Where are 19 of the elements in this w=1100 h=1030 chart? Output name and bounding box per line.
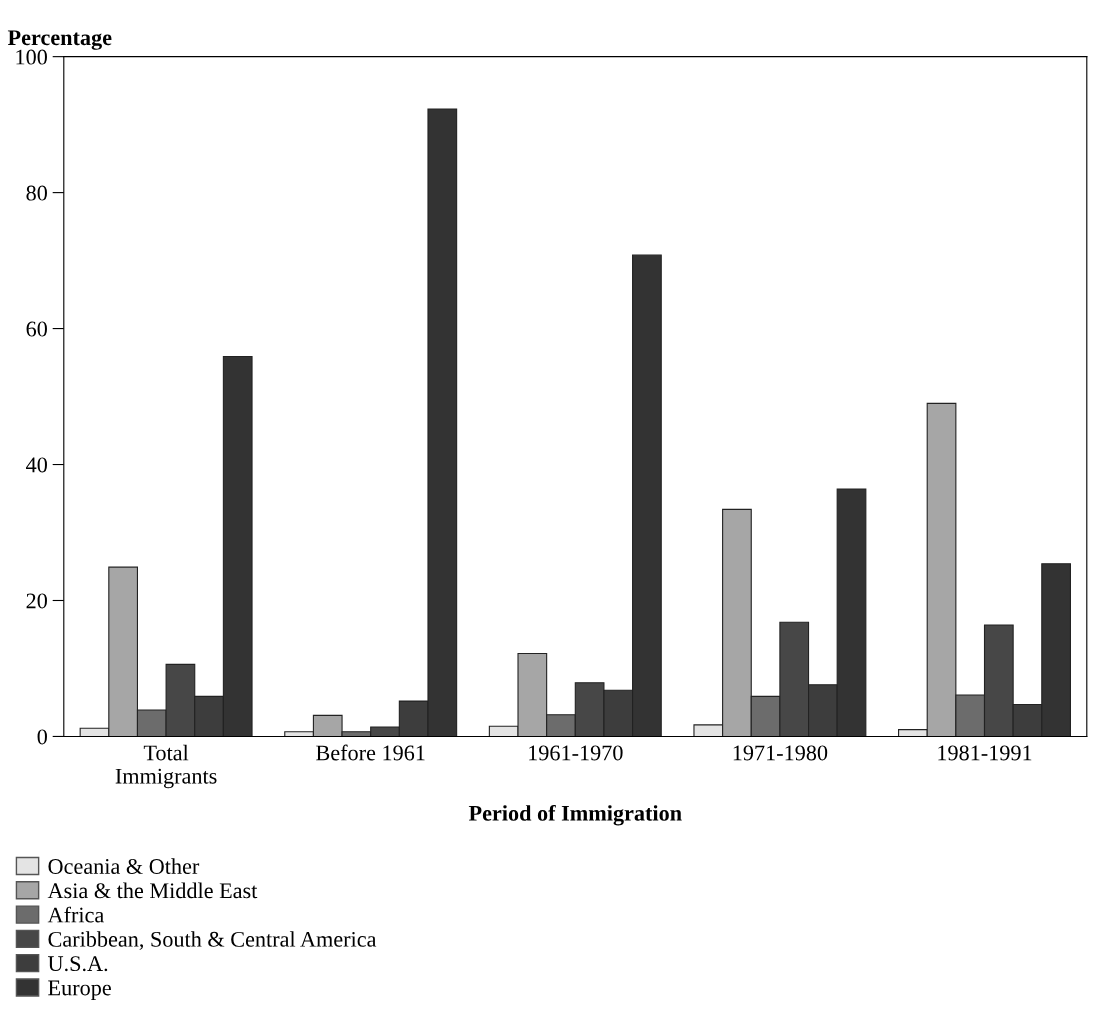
y-axis-title: Percentage bbox=[7, 30, 112, 50]
legend-label: U.S.A. bbox=[48, 956, 108, 972]
y-tick-label: 60 bbox=[26, 321, 47, 337]
x-tick-label: 1971-1980 bbox=[733, 745, 828, 761]
legend-label: Europe bbox=[48, 980, 111, 1000]
legend-label: Caribbean, South & Central America bbox=[48, 931, 377, 951]
x-tick-label: Before 1961 bbox=[316, 744, 425, 761]
y-tick-label: 0 bbox=[37, 729, 47, 745]
x-tick-label: Total Immigrants bbox=[115, 744, 217, 789]
x-axis-title: Period of Immigration bbox=[468, 804, 682, 826]
y-tick-label: 20 bbox=[26, 593, 47, 609]
legend-label: Africa bbox=[47, 906, 104, 923]
y-tick-label: 100 bbox=[16, 49, 47, 65]
legend-label: Asia & the Middle East bbox=[47, 882, 258, 899]
x-tick-label: 1961-1970 bbox=[529, 745, 623, 761]
x-tick-label: 1981-1991 bbox=[938, 745, 1032, 761]
y-tick-label: 40 bbox=[26, 457, 47, 473]
legend-label: Oceania & Other bbox=[48, 858, 200, 874]
y-tick-label: 80 bbox=[26, 185, 47, 201]
